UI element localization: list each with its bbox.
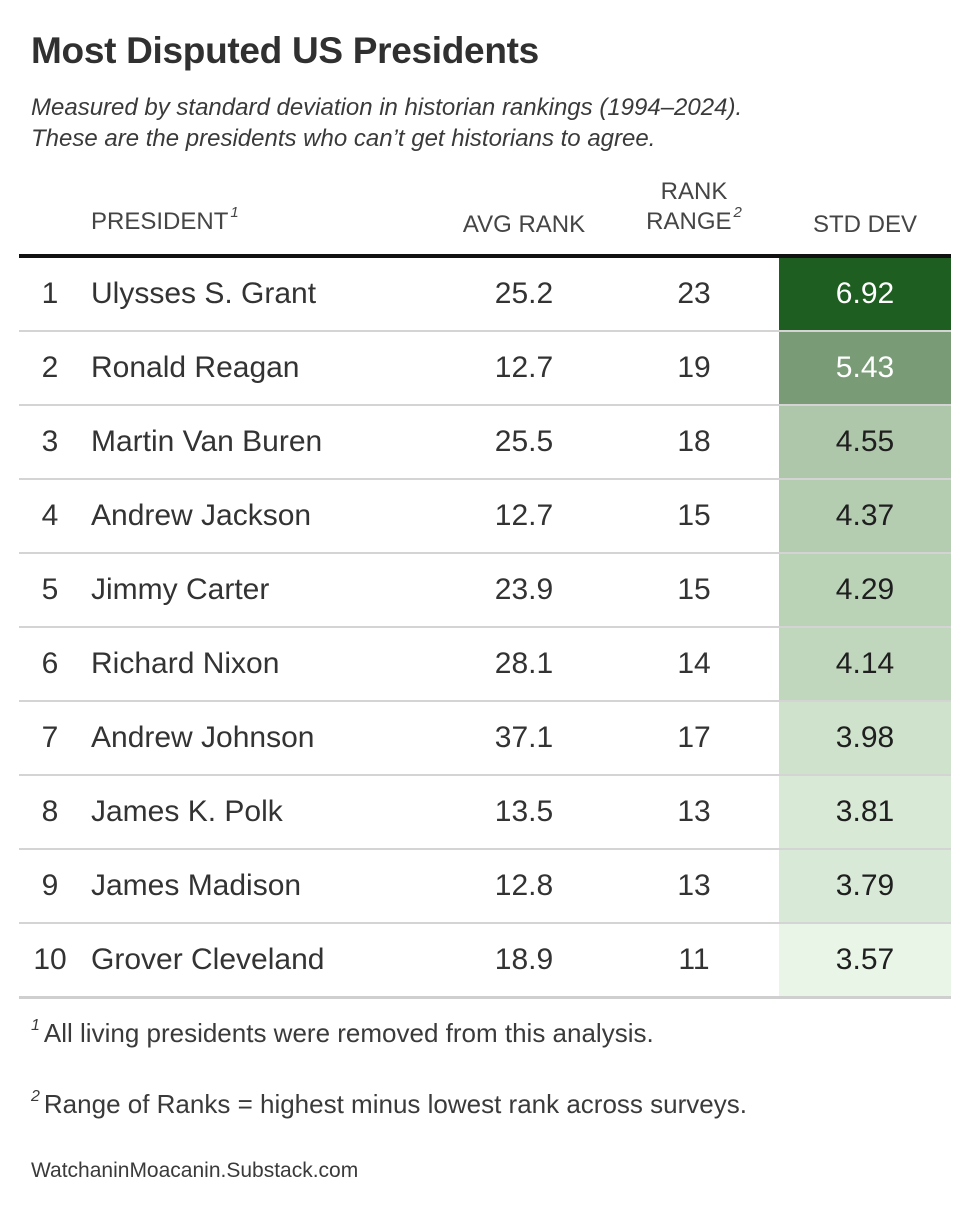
subtitle-line-1: Measured by standard deviation in histor… bbox=[31, 94, 743, 121]
header-avg-rank: AVG RANK bbox=[462, 211, 586, 238]
table-row: 10 Grover Cleveland 18.9 11 3.57 bbox=[19, 924, 951, 999]
row-avg-rank: 25.5 bbox=[494, 425, 554, 458]
row-rank-range: 14 bbox=[677, 647, 711, 680]
row-avg-rank: 18.9 bbox=[494, 943, 554, 976]
row-president: Richard Nixon bbox=[91, 647, 280, 680]
row-avg-rank: 13.5 bbox=[494, 795, 554, 828]
table-row: 1 Ulysses S. Grant 25.2 23 6.92 bbox=[19, 258, 951, 332]
row-rank: 6 bbox=[41, 647, 59, 680]
footnote-2: 2 Range of Ranks = highest minus lowest r… bbox=[31, 1088, 747, 1120]
source-credit: WatchaninMoacanin.Substack.com bbox=[31, 1159, 359, 1182]
table-header: PRESIDENT 1 AVG RANK RANK RANGE 2 STD DEV bbox=[19, 170, 951, 258]
row-rank: 7 bbox=[41, 721, 59, 754]
row-rank-range: 13 bbox=[677, 869, 711, 902]
row-president: Ulysses S. Grant bbox=[91, 277, 317, 310]
table-row: 3 Martin Van Buren 25.5 18 4.55 bbox=[19, 406, 951, 480]
table-row: 2 Ronald Reagan 12.7 19 5.43 bbox=[19, 332, 951, 406]
table-body: 1 Ulysses S. Grant 25.2 23 6.92 2 Ronald Reaga… bbox=[19, 258, 951, 999]
header-rank-range-label: RANGE bbox=[646, 208, 732, 235]
row-std-dev: 3.81 bbox=[779, 776, 951, 848]
row-avg-rank: 23.9 bbox=[494, 573, 554, 606]
row-std-dev: 4.55 bbox=[779, 406, 951, 478]
row-rank-range: 19 bbox=[677, 351, 711, 384]
row-rank-range: 23 bbox=[677, 277, 711, 310]
row-std-dev: 6.92 bbox=[779, 258, 951, 330]
row-rank: 4 bbox=[41, 499, 59, 532]
row-president: Martin Van Buren bbox=[91, 425, 323, 458]
table-row: 7 Andrew Johnson 37.1 17 3.98 bbox=[19, 702, 951, 776]
row-std-dev: 3.57 bbox=[779, 924, 951, 996]
row-rank: 1 bbox=[41, 277, 59, 310]
row-rank-range: 11 bbox=[678, 943, 710, 976]
row-rank: 8 bbox=[41, 795, 59, 828]
subtitle-line-2: These are the presidents who can’t get h… bbox=[31, 125, 656, 152]
row-president: Ronald Reagan bbox=[91, 351, 300, 384]
row-avg-rank: 12.8 bbox=[494, 869, 554, 902]
row-rank: 10 bbox=[33, 943, 67, 976]
row-rank-range: 15 bbox=[677, 573, 711, 606]
row-rank-range: 15 bbox=[677, 499, 711, 532]
row-rank: 2 bbox=[41, 351, 59, 384]
header-rank-range: RANK RANGE 2 bbox=[624, 177, 764, 240]
row-president: Andrew Johnson bbox=[91, 721, 315, 754]
row-avg-rank: 12.7 bbox=[494, 351, 554, 384]
row-std-dev: 4.29 bbox=[779, 554, 951, 626]
footnote-1-text: All living presidents were removed from … bbox=[43, 1018, 654, 1048]
header-rank-range-line-2: RANGE 2 bbox=[624, 204, 764, 240]
row-president: Grover Cleveland bbox=[91, 943, 325, 976]
header-rank-range-note: 2 bbox=[733, 204, 742, 221]
table-row: 8 James K. Polk 13.5 13 3.81 bbox=[19, 776, 951, 850]
row-std-dev: 5.43 bbox=[779, 332, 951, 404]
row-rank-range: 17 bbox=[677, 721, 711, 754]
header-president-note: 1 bbox=[230, 204, 239, 221]
row-rank-range: 13 bbox=[677, 795, 711, 828]
footnote-1: 1 All living presidents were removed from… bbox=[31, 1017, 654, 1049]
header-president-label: PRESIDENT bbox=[91, 208, 229, 235]
row-rank: 5 bbox=[41, 573, 59, 606]
header-std-dev: STD DEV bbox=[812, 211, 917, 238]
table-row: 4 Andrew Jackson 12.7 15 4.37 bbox=[19, 480, 951, 554]
row-president: James Madison bbox=[91, 869, 302, 902]
row-std-dev: 3.79 bbox=[779, 850, 951, 922]
row-avg-rank: 25.2 bbox=[494, 277, 554, 310]
footnote-1-mark: 1 bbox=[31, 1017, 40, 1034]
row-president: Andrew Jackson bbox=[91, 499, 312, 532]
row-president: Jimmy Carter bbox=[91, 573, 270, 606]
row-std-dev: 4.37 bbox=[779, 480, 951, 552]
row-rank: 3 bbox=[41, 425, 59, 458]
table-row: 5 Jimmy Carter 23.9 15 4.29 bbox=[19, 554, 951, 628]
row-president: James K. Polk bbox=[91, 795, 283, 828]
page-title: Most Disputed US Presidents bbox=[31, 30, 539, 71]
row-rank-range: 18 bbox=[677, 425, 711, 458]
header-rank-range-line-1: RANK bbox=[660, 178, 728, 205]
row-std-dev: 3.98 bbox=[779, 702, 951, 774]
row-avg-rank: 12.7 bbox=[494, 499, 554, 532]
footnote-2-text: Range of Ranks = highest minus lowest ra… bbox=[43, 1089, 747, 1119]
row-avg-rank: 37.1 bbox=[494, 721, 554, 754]
row-avg-rank: 28.1 bbox=[494, 647, 554, 680]
subtitle: Measured by standard deviation in histor… bbox=[31, 92, 742, 154]
row-std-dev: 4.14 bbox=[779, 628, 951, 700]
header-president: PRESIDENT 1 bbox=[91, 204, 239, 240]
footnote-2-mark: 2 bbox=[31, 1088, 40, 1105]
row-rank: 9 bbox=[41, 869, 59, 902]
presidents-table: PRESIDENT 1 AVG RANK RANK RANGE 2 STD DEV … bbox=[19, 170, 951, 999]
table-row: 6 Richard Nixon 28.1 14 4.14 bbox=[19, 628, 951, 702]
table-row: 9 James Madison 12.8 13 3.79 bbox=[19, 850, 951, 924]
